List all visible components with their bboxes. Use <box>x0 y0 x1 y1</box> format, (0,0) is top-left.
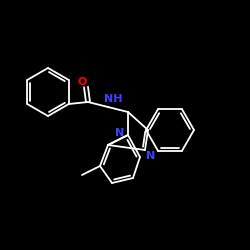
Text: NH: NH <box>104 94 122 104</box>
Text: N: N <box>146 151 156 161</box>
Text: O: O <box>77 77 87 87</box>
Text: N: N <box>116 128 124 138</box>
